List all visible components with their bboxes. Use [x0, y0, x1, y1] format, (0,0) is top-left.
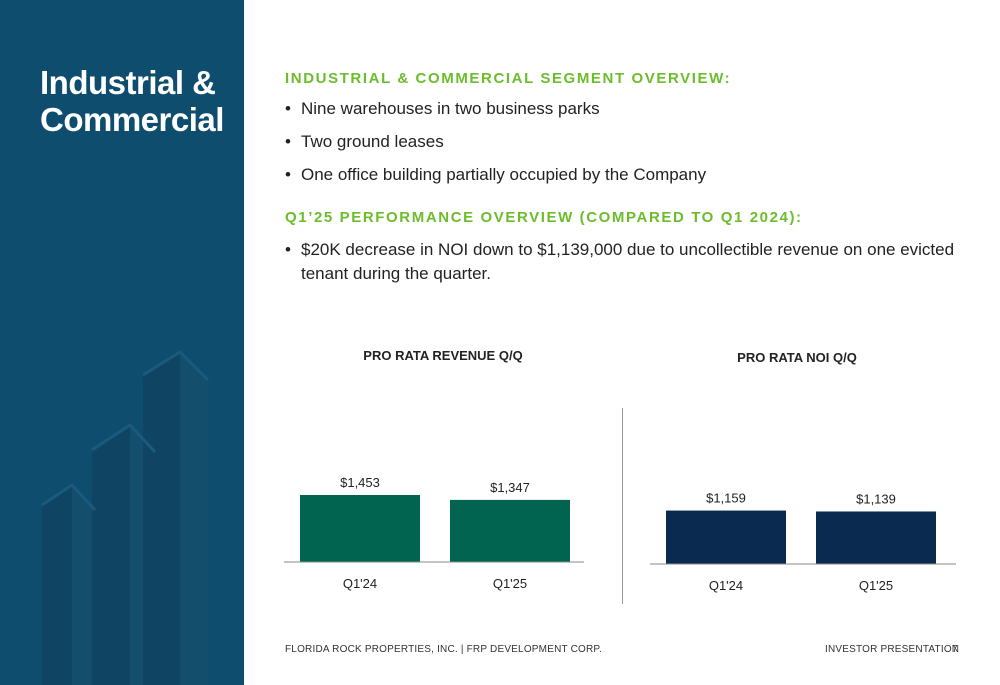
sidebar-title: Industrial & Commercial [40, 64, 224, 138]
noi-chart-title: PRO RATA NOI Q/Q [737, 350, 857, 365]
bar-q125 [450, 499, 570, 562]
bullet-dot: • [285, 132, 291, 151]
page-number: 7 [952, 644, 958, 655]
bar-value-label: $1,347 [490, 480, 530, 495]
bar-q124 [300, 495, 420, 562]
bullet-dot: • [285, 165, 291, 184]
bar-q125 [816, 511, 936, 564]
revenue-chart-title: PRO RATA REVENUE Q/Q [363, 348, 523, 363]
revenue-bar-chart: $1,453 Q1'24 $1,347 Q1'25 [284, 475, 584, 591]
sidebar: Industrial & Commercial [0, 0, 244, 685]
noi-bar-chart: $1,159 Q1'24 $1,139 Q1'25 [650, 491, 956, 593]
x-tick-label: Q1'25 [493, 576, 527, 591]
bar-value-label: $1,159 [706, 491, 746, 506]
bar-value-label: $1,453 [340, 475, 380, 490]
sidebar-title-line2: Commercial [40, 101, 224, 138]
chart-divider [622, 408, 623, 604]
performance-bullet: • $20K decrease in NOI down to $1,139,00… [285, 238, 975, 286]
bullet-text: One office building partially occupied b… [301, 165, 707, 184]
buildings-illustration [41, 350, 210, 685]
bullet-text: Two ground leases [301, 132, 444, 151]
bullet-dot: • [285, 240, 291, 259]
x-tick-label: Q1'24 [343, 576, 377, 591]
bullet-text: $20K decrease in NOI down to $1,139,000 … [301, 240, 955, 283]
overview-bullet: • One office building partially occupied… [285, 163, 975, 187]
overview-bullet: • Two ground leases [285, 130, 975, 154]
sidebar-title-line1: Industrial & [40, 64, 216, 101]
performance-heading: Q1’25 PERFORMANCE OVERVIEW (COMPARED TO … [285, 209, 803, 226]
bullet-dot: • [285, 99, 291, 118]
bullet-text: Nine warehouses in two business parks [301, 99, 600, 118]
bar-value-label: $1,139 [856, 491, 896, 506]
footer-company: FLORIDA ROCK PROPERTIES, INC. | FRP DEVE… [285, 644, 602, 655]
footer-presentation-label: INVESTOR PRESENTATION [825, 644, 960, 655]
x-tick-label: Q1'25 [859, 578, 893, 593]
overview-heading: INDUSTRIAL & COMMERCIAL SEGMENT OVERVIEW… [285, 70, 732, 87]
x-tick-label: Q1'24 [709, 578, 743, 593]
bar-q124 [666, 510, 786, 564]
overview-bullet: • Nine warehouses in two business parks [285, 97, 975, 121]
